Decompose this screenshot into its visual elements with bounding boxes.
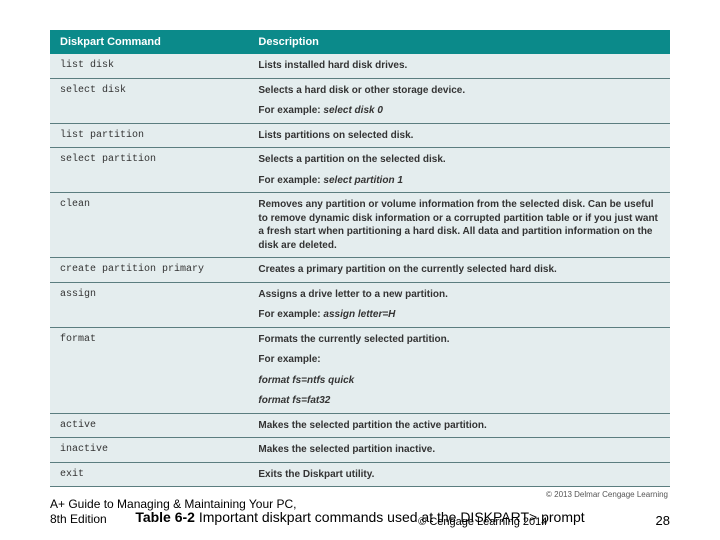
table-header-row: Diskpart Command Description bbox=[50, 30, 670, 54]
cell-description: format fs=fat32 bbox=[248, 392, 670, 413]
table-row: list partitionLists partitions on select… bbox=[50, 123, 670, 148]
slide: Diskpart Command Description list diskLi… bbox=[0, 0, 720, 540]
table-body: list diskLists installed hard disk drive… bbox=[50, 54, 670, 487]
cell-command: list partition bbox=[50, 123, 248, 148]
table-row: inactiveMakes the selected partition ina… bbox=[50, 438, 670, 463]
cell-description: For example: select disk 0 bbox=[248, 102, 670, 123]
table-row: create partition primaryCreates a primar… bbox=[50, 258, 670, 283]
cell-command: select partition bbox=[50, 148, 248, 172]
cell-command: assign bbox=[50, 282, 248, 306]
footer-center: © Cengage Learning 2014 bbox=[310, 516, 656, 528]
cell-description: Formats the currently selected partition… bbox=[248, 327, 670, 351]
col-header-command: Diskpart Command bbox=[50, 30, 248, 54]
footer-page-number: 28 bbox=[656, 513, 670, 528]
cell-command: inactive bbox=[50, 438, 248, 463]
cell-command bbox=[50, 351, 248, 372]
table-row: format fs=fat32 bbox=[50, 392, 670, 413]
cell-command: create partition primary bbox=[50, 258, 248, 283]
cell-description: Exits the Diskpart utility. bbox=[248, 462, 670, 487]
cell-command: format bbox=[50, 327, 248, 351]
cell-command: active bbox=[50, 413, 248, 438]
cell-command bbox=[50, 392, 248, 413]
cell-description: Creates a primary partition on the curre… bbox=[248, 258, 670, 283]
table-row: activeMakes the selected partition the a… bbox=[50, 413, 670, 438]
cell-description: For example: assign letter=H bbox=[248, 306, 670, 327]
cell-description: Selects a hard disk or other storage dev… bbox=[248, 78, 670, 102]
cell-description: Assigns a drive letter to a new partitio… bbox=[248, 282, 670, 306]
cell-description: format fs=ntfs quick bbox=[248, 372, 670, 393]
cell-command bbox=[50, 306, 248, 327]
table-row: For example: select partition 1 bbox=[50, 172, 670, 193]
cell-description: Removes any partition or volume informat… bbox=[248, 193, 670, 258]
diskpart-table: Diskpart Command Description list diskLi… bbox=[50, 30, 670, 487]
table-row: select diskSelects a hard disk or other … bbox=[50, 78, 670, 102]
table-row: For example: bbox=[50, 351, 670, 372]
cell-command bbox=[50, 172, 248, 193]
col-header-description: Description bbox=[248, 30, 670, 54]
table-container: Diskpart Command Description list diskLi… bbox=[50, 30, 670, 499]
table-row: cleanRemoves any partition or volume inf… bbox=[50, 193, 670, 258]
cell-description: Lists partitions on selected disk. bbox=[248, 123, 670, 148]
cell-command bbox=[50, 102, 248, 123]
cell-description: Makes the selected partition the active … bbox=[248, 413, 670, 438]
table-row: assignAssigns a drive letter to a new pa… bbox=[50, 282, 670, 306]
cell-description: For example: bbox=[248, 351, 670, 372]
table-row: For example: assign letter=H bbox=[50, 306, 670, 327]
cell-command: clean bbox=[50, 193, 248, 258]
slide-footer: A+ Guide to Managing & Maintaining Your … bbox=[50, 497, 670, 528]
table-row: For example: select disk 0 bbox=[50, 102, 670, 123]
cell-description: For example: select partition 1 bbox=[248, 172, 670, 193]
cell-description: Makes the selected partition inactive. bbox=[248, 438, 670, 463]
table-row: exitExits the Diskpart utility. bbox=[50, 462, 670, 487]
footer-left: A+ Guide to Managing & Maintaining Your … bbox=[50, 497, 310, 528]
cell-command: exit bbox=[50, 462, 248, 487]
cell-description: Lists installed hard disk drives. bbox=[248, 54, 670, 78]
table-row: formatFormats the currently selected par… bbox=[50, 327, 670, 351]
cell-command bbox=[50, 372, 248, 393]
cell-description: Selects a partition on the selected disk… bbox=[248, 148, 670, 172]
table-row: list diskLists installed hard disk drive… bbox=[50, 54, 670, 78]
table-row: format fs=ntfs quick bbox=[50, 372, 670, 393]
cell-command: list disk bbox=[50, 54, 248, 78]
table-row: select partitionSelects a partition on t… bbox=[50, 148, 670, 172]
cell-command: select disk bbox=[50, 78, 248, 102]
